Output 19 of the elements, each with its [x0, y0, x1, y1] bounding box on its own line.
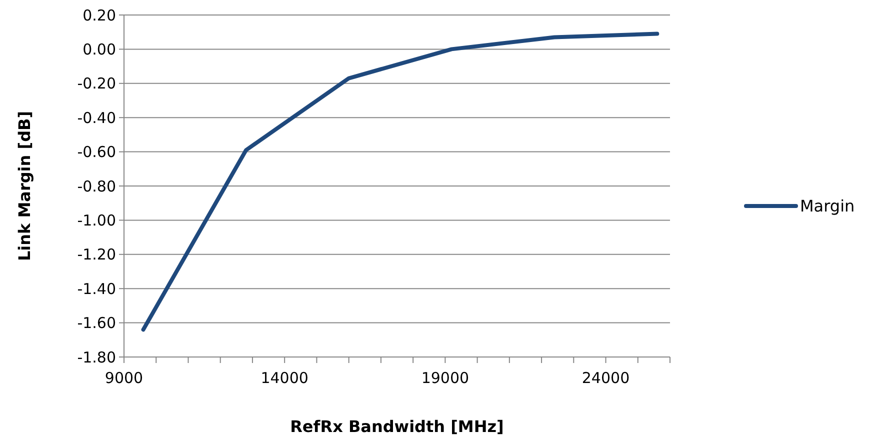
- line-series: [141, 32, 660, 332]
- y-tick-label: -1.80: [77, 348, 116, 366]
- y-tick-label: 0.00: [82, 40, 116, 58]
- y-tick-label: -0.20: [77, 74, 116, 93]
- y-tick-label: -0.60: [77, 143, 116, 162]
- x-tick-label: 9000: [104, 369, 144, 387]
- y-tick-label: -1.20: [77, 246, 116, 264]
- y-tick-label: -0.40: [77, 108, 116, 127]
- y-tick-label: 0.20: [82, 6, 116, 24]
- y-tick-label: -1.40: [77, 280, 116, 298]
- legend-label: Margin: [800, 196, 855, 216]
- y-tick-label: -0.80: [77, 177, 116, 196]
- x-tick-label: 19000: [421, 369, 470, 387]
- x-tick-label: 24000: [582, 369, 630, 387]
- y-tick-label: -1.00: [77, 211, 116, 230]
- y-tick-label: -1.60: [77, 314, 116, 332]
- y-axis-title: Link Margin [dB]: [15, 110, 34, 262]
- x-tick-label: 14000: [260, 369, 308, 387]
- x-axis-title: RefRx Bandwidth [MHz]: [290, 417, 504, 436]
